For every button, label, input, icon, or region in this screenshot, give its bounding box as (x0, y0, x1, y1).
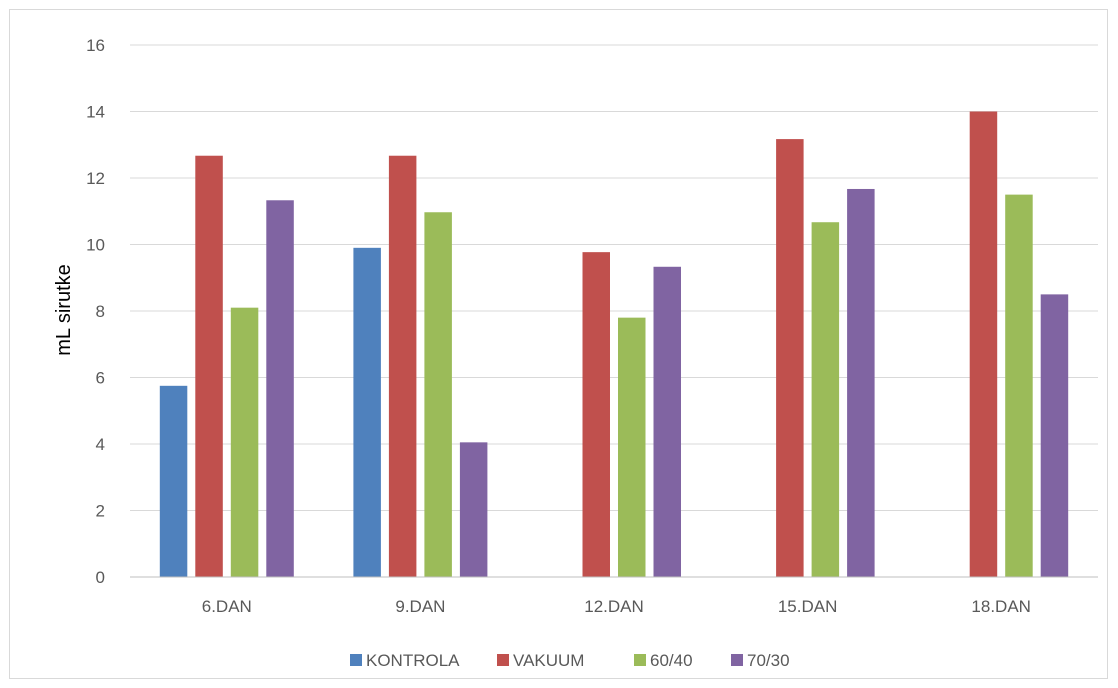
x-tick-label: 6.DAN (202, 597, 252, 616)
bar-60-40-15-dan (811, 222, 840, 577)
y-tick-label: 16 (86, 36, 105, 55)
bar-70-30-18-dan (1040, 294, 1069, 577)
y-axis-label: mL sirutke (53, 264, 75, 356)
x-tick-label: 12.DAN (584, 597, 644, 616)
legend-swatch (350, 654, 362, 666)
bar-kontrola-6-dan (159, 385, 188, 577)
bar-60-40-6-dan (230, 307, 259, 577)
y-tick-label: 0 (96, 568, 105, 587)
legend-swatch (634, 654, 646, 666)
legend-swatch (497, 654, 509, 666)
bar-vakuum-6-dan (195, 155, 223, 577)
y-tick-label: 4 (96, 435, 105, 454)
bar-vakuum-15-dan (776, 139, 804, 577)
legend-swatch (731, 654, 743, 666)
bar-60-40-18-dan (1005, 194, 1033, 577)
legend-label: KONTROLA (366, 651, 460, 670)
legend: KONTROLA VAKUUM 60/40 70/30 (350, 651, 790, 670)
y-tick-label: 6 (96, 369, 105, 388)
bar-70-30-6-dan (266, 200, 294, 577)
chart-frame (9, 9, 1108, 679)
y-tick-label: 14 (86, 103, 105, 122)
bar-vakuum-9-dan (388, 155, 417, 577)
bar-70-30-9-dan (459, 442, 488, 577)
legend-label: 60/40 (650, 651, 693, 670)
bars (159, 111, 1069, 577)
legend-label: VAKUUM (513, 651, 584, 670)
bar-vakuum-12-dan (582, 252, 610, 577)
bar-vakuum-18-dan (969, 111, 998, 577)
legend-label: 70/30 (747, 651, 790, 670)
bar-60-40-9-dan (424, 212, 452, 577)
x-tick-label: 18.DAN (971, 597, 1031, 616)
bar-60-40-12-dan (618, 317, 646, 577)
axes: 0 2 4 6 8 10 12 14 16 6.DAN 9.DAN 12.DAN 15.DAN 18.DA… (86, 36, 1098, 616)
y-tick-label: 10 (86, 236, 105, 255)
x-tick-label: 9.DAN (395, 597, 445, 616)
y-tick-label: 8 (96, 302, 105, 321)
y-tick-label: 12 (86, 169, 105, 188)
bar-kontrola-9-dan (353, 247, 381, 577)
bar-70-30-12-dan (653, 266, 681, 577)
y-tick-label: 2 (96, 502, 105, 521)
bar-70-30-15-dan (847, 188, 875, 577)
x-tick-label: 15.DAN (778, 597, 838, 616)
